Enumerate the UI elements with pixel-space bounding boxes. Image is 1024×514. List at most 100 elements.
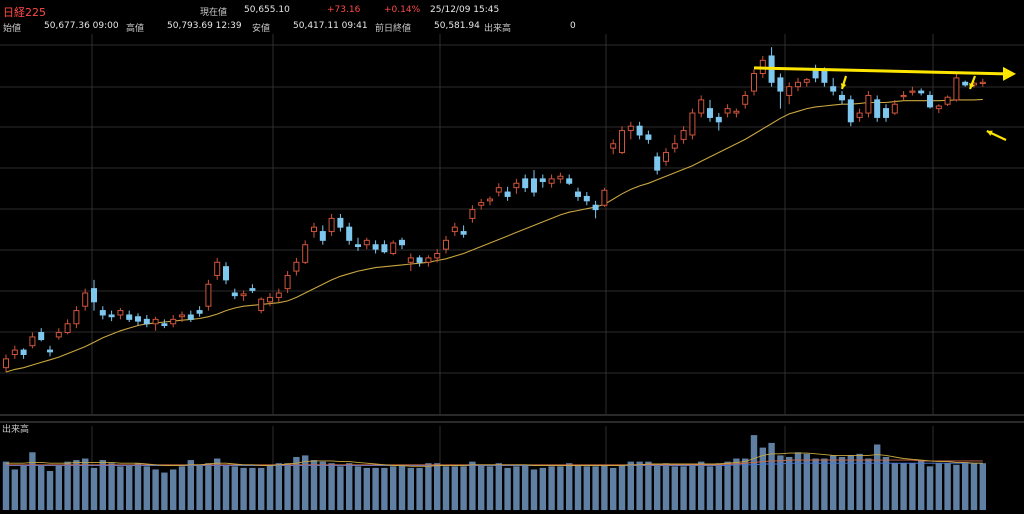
- candle-body: [689, 112, 696, 136]
- candle-body: [566, 178, 573, 184]
- candle: [240, 290, 247, 301]
- volume-bar: [874, 444, 881, 510]
- volume-bar: [310, 460, 318, 510]
- candle-body: [478, 202, 485, 206]
- volume-bar: [2, 461, 10, 510]
- volume-bar: [548, 466, 555, 510]
- candle-body: [918, 90, 925, 94]
- candle: [451, 222, 458, 236]
- volume-bar: [354, 466, 362, 510]
- candle-body: [29, 336, 36, 347]
- candle: [495, 183, 502, 197]
- candle: [671, 134, 678, 153]
- volume-bar: [266, 464, 274, 510]
- candle: [883, 104, 889, 122]
- candle-body: [795, 81, 801, 88]
- candle: [627, 121, 634, 140]
- candle: [20, 348, 27, 359]
- candle: [575, 187, 581, 201]
- candle-body: [38, 332, 45, 341]
- candle: [73, 306, 80, 329]
- candle: [64, 319, 71, 335]
- volume-bar: [504, 467, 511, 510]
- candle: [91, 279, 97, 311]
- candle: [522, 174, 529, 193]
- candle: [372, 240, 379, 254]
- candle: [839, 91, 845, 105]
- candle: [979, 78, 986, 87]
- volume-bar: [636, 461, 643, 510]
- candle-body: [751, 73, 757, 92]
- candle: [927, 91, 933, 109]
- candle: [284, 271, 291, 294]
- volume-bar: [64, 461, 71, 510]
- candle: [487, 196, 493, 206]
- volume-bar: [143, 466, 150, 510]
- candle-body: [390, 242, 397, 255]
- candle-body: [460, 231, 467, 235]
- candle: [742, 91, 749, 109]
- candle-body: [152, 318, 159, 325]
- candle: [953, 73, 960, 102]
- volume-bar: [530, 469, 538, 510]
- candle-body: [425, 257, 432, 263]
- candle-body: [900, 94, 907, 98]
- candle: [856, 108, 863, 122]
- volume-bar: [742, 458, 749, 510]
- candle: [416, 255, 423, 267]
- candle: [381, 240, 388, 254]
- candle: [443, 235, 449, 254]
- candle-body: [284, 274, 291, 290]
- candle: [583, 192, 590, 206]
- candle: [223, 262, 229, 285]
- volume-bar: [108, 463, 115, 510]
- candle: [619, 126, 625, 155]
- volume-bar: [830, 455, 837, 510]
- volume-bar: [891, 463, 898, 510]
- candle-body: [839, 94, 845, 101]
- candle-body: [627, 125, 634, 132]
- candle-body: [108, 314, 115, 318]
- candle-body: [99, 310, 106, 316]
- candle-body: [443, 239, 449, 250]
- candle-body: [399, 239, 405, 246]
- candle: [478, 199, 485, 210]
- high-value: 50,793.69 12:39: [167, 21, 242, 31]
- candle-body: [636, 125, 643, 136]
- candle-body: [733, 110, 740, 114]
- candle: [803, 77, 810, 87]
- volume-bar: [469, 461, 476, 510]
- volume-bar: [698, 461, 705, 510]
- candle-body: [355, 244, 361, 247]
- volume-bar: [196, 464, 203, 510]
- volume-bar: [434, 463, 441, 510]
- candle-body: [874, 99, 881, 118]
- low-value: 50,417.11 09:41: [293, 21, 368, 31]
- candle-body: [469, 209, 476, 219]
- volume-bar: [574, 464, 582, 510]
- candle-body: [935, 105, 942, 110]
- candle-body: [513, 182, 520, 189]
- index-title: 日経225: [3, 6, 46, 19]
- candle-body: [654, 156, 661, 171]
- candle: [311, 222, 317, 238]
- volume-bar: [953, 464, 960, 510]
- candle-body: [979, 81, 986, 84]
- volume-bar: [416, 467, 423, 510]
- candle-body: [267, 296, 273, 303]
- candle: [135, 313, 141, 326]
- volume-bar: [240, 467, 247, 510]
- candle-body: [927, 94, 933, 108]
- candle-body: [663, 152, 669, 162]
- volume-bar: [29, 452, 36, 510]
- candle: [663, 148, 669, 166]
- volume-bar: [513, 466, 520, 510]
- candle-body: [73, 310, 80, 325]
- candle-body: [170, 318, 177, 325]
- volume-bar: [319, 461, 326, 510]
- volume-bar: [495, 463, 502, 510]
- candlestick-chart[interactable]: 出来高: [0, 34, 1024, 514]
- volume-bar: [363, 467, 370, 510]
- candle-body: [522, 178, 529, 189]
- volume-bar: [979, 463, 986, 510]
